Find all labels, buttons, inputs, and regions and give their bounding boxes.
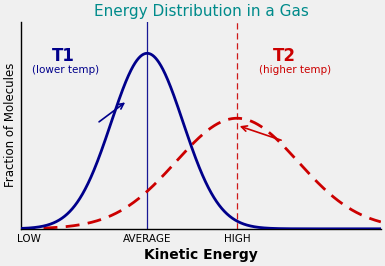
Y-axis label: Fraction of Molecules: Fraction of Molecules xyxy=(4,63,17,188)
X-axis label: Kinetic Energy: Kinetic Energy xyxy=(144,248,258,262)
Text: T2: T2 xyxy=(273,47,296,65)
Text: (higher temp): (higher temp) xyxy=(259,65,331,75)
Title: Energy Distribution in a Gas: Energy Distribution in a Gas xyxy=(94,4,308,19)
Text: T1: T1 xyxy=(52,47,75,65)
Text: (lower temp): (lower temp) xyxy=(32,65,99,75)
